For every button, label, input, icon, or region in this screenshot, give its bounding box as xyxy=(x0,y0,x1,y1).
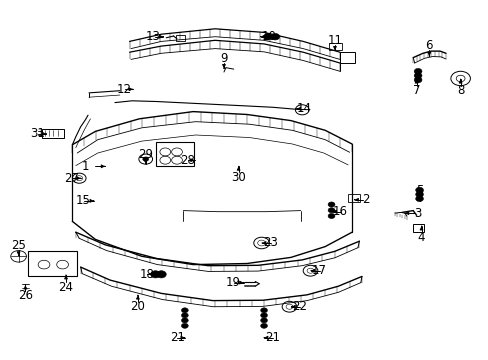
Circle shape xyxy=(181,308,188,313)
Circle shape xyxy=(142,157,148,161)
Text: 25: 25 xyxy=(11,239,26,252)
Circle shape xyxy=(327,208,334,213)
Text: 18: 18 xyxy=(139,268,154,281)
Bar xyxy=(412,224,423,232)
Text: 16: 16 xyxy=(332,205,347,218)
Bar xyxy=(41,129,63,138)
Circle shape xyxy=(181,313,188,318)
Text: 31: 31 xyxy=(30,127,45,140)
Circle shape xyxy=(263,33,272,40)
Circle shape xyxy=(327,213,334,219)
Text: 8: 8 xyxy=(456,84,464,97)
Circle shape xyxy=(413,68,421,74)
Text: 21: 21 xyxy=(264,331,279,344)
Text: 12: 12 xyxy=(116,83,131,96)
Circle shape xyxy=(150,271,160,278)
Circle shape xyxy=(260,318,267,323)
Circle shape xyxy=(415,196,423,202)
Circle shape xyxy=(260,308,267,313)
Text: 2: 2 xyxy=(361,193,368,206)
Circle shape xyxy=(181,323,188,328)
Bar xyxy=(347,194,359,202)
Text: 30: 30 xyxy=(231,171,245,184)
Circle shape xyxy=(270,33,279,40)
Circle shape xyxy=(260,313,267,318)
Text: 20: 20 xyxy=(130,300,145,313)
Text: 7: 7 xyxy=(412,84,420,97)
Text: 14: 14 xyxy=(296,102,311,115)
Text: 1: 1 xyxy=(82,160,89,173)
Text: 6: 6 xyxy=(425,39,432,51)
Text: 10: 10 xyxy=(261,30,276,43)
Circle shape xyxy=(413,77,421,83)
Bar xyxy=(339,52,354,63)
Text: 5: 5 xyxy=(415,184,423,197)
Text: 3: 3 xyxy=(413,207,421,220)
Text: 4: 4 xyxy=(417,231,425,244)
Text: 28: 28 xyxy=(180,154,194,167)
Text: 24: 24 xyxy=(59,281,73,294)
Text: 23: 23 xyxy=(263,237,277,249)
Circle shape xyxy=(327,202,334,207)
Circle shape xyxy=(156,271,166,278)
Text: 13: 13 xyxy=(145,30,160,43)
Bar xyxy=(155,142,193,166)
Text: 27: 27 xyxy=(64,172,80,185)
Circle shape xyxy=(415,192,423,197)
Bar xyxy=(328,43,342,50)
Circle shape xyxy=(413,73,421,78)
Text: 21: 21 xyxy=(170,331,185,344)
Text: 22: 22 xyxy=(291,300,306,313)
Circle shape xyxy=(260,323,267,328)
Circle shape xyxy=(181,318,188,323)
Text: 19: 19 xyxy=(225,276,241,289)
Text: 29: 29 xyxy=(138,148,153,161)
Text: 11: 11 xyxy=(327,34,342,47)
Bar xyxy=(176,35,184,41)
Text: 17: 17 xyxy=(311,264,326,277)
Bar xyxy=(28,251,77,276)
Text: 26: 26 xyxy=(18,289,33,302)
Circle shape xyxy=(415,187,423,193)
Text: 9: 9 xyxy=(220,52,227,65)
Text: 15: 15 xyxy=(76,194,90,207)
